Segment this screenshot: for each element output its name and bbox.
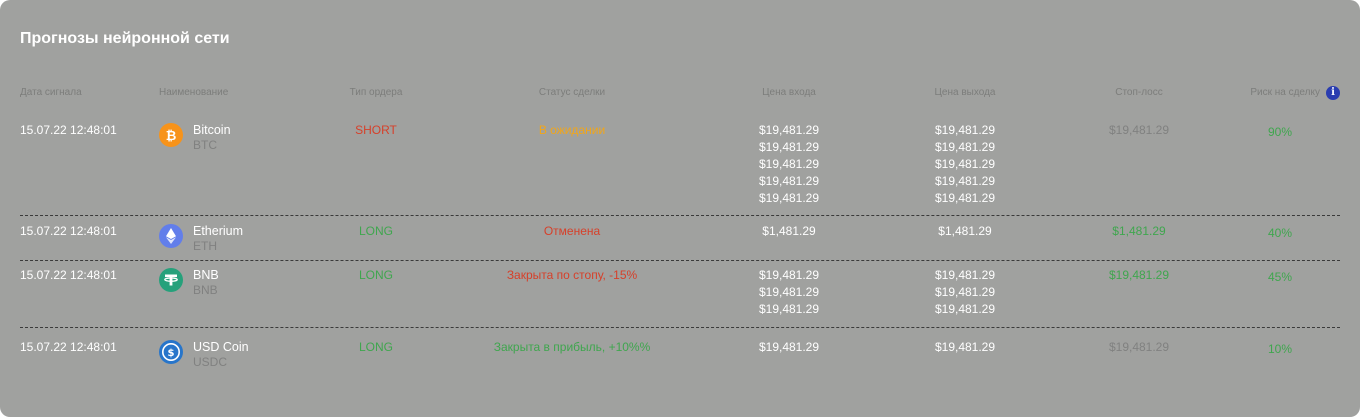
exit-price: $1,481.29 xyxy=(938,224,992,238)
exit-prices: $19,481.29 xyxy=(906,339,1024,356)
exit-price: $19,481.29 xyxy=(934,302,996,316)
deal-status: Отменена xyxy=(543,224,601,238)
exit-price: $19,481.29 xyxy=(934,123,996,137)
bitcoin-icon: ₿ xyxy=(159,123,183,147)
exit-prices: $19,481.29 $19,481.29 $19,481.29 $19,481… xyxy=(906,122,1024,207)
signal-date: 15.07.22 12:48:01 xyxy=(20,224,117,238)
coin-ticker: USDC xyxy=(193,355,228,369)
header-status: Статус сделки xyxy=(538,87,606,98)
entry-price: $19,481.29 xyxy=(758,174,820,188)
entry-price: $1,481.29 xyxy=(762,224,816,238)
signal-date: 15.07.22 12:48:01 xyxy=(20,340,117,354)
tether-icon xyxy=(159,268,183,292)
svg-text:$: $ xyxy=(168,348,175,359)
deal-status: Закрыта по стопу, -15% xyxy=(506,268,638,282)
exit-price: $19,481.29 xyxy=(934,340,996,354)
entry-price: $19,481.29 xyxy=(758,140,820,154)
exit-price: $19,481.29 xyxy=(934,191,996,205)
order-type: LONG xyxy=(358,340,393,354)
exit-price: $19,481.29 xyxy=(934,285,996,299)
entry-price: $19,481.29 xyxy=(758,302,820,316)
exit-price: $19,481.29 xyxy=(934,140,996,154)
coin-name: USD Coin xyxy=(193,340,249,354)
entry-prices: $1,481.29 xyxy=(730,223,848,240)
signal-date: 15.07.22 12:48:01 xyxy=(20,268,117,282)
row-divider xyxy=(20,327,1340,328)
exit-prices: $19,481.29 $19,481.29 $19,481.29 xyxy=(906,267,1024,318)
entry-price: $19,481.29 xyxy=(758,268,820,282)
entry-prices: $19,481.29 $19,481.29 $19,481.29 xyxy=(730,267,848,318)
row-divider xyxy=(20,260,1340,261)
coin-name: Bitcoin xyxy=(193,123,231,137)
usd-coin-icon: $ xyxy=(159,340,183,364)
signal-date: 15.07.22 12:48:01 xyxy=(20,123,117,137)
panel-title: Прогнозы нейронной сети xyxy=(20,30,230,47)
risk-value: 90% xyxy=(1267,125,1293,139)
header-type: Тип ордера xyxy=(349,87,403,98)
entry-prices: $19,481.29 $19,481.29 $19,481.29 $19,481… xyxy=(730,122,848,207)
header-name: Наименование xyxy=(159,87,229,98)
header-entry: Цена входа xyxy=(762,87,816,98)
coin-name: BNB xyxy=(193,268,219,282)
entry-price: $19,481.29 xyxy=(758,191,820,205)
entry-price: $19,481.29 xyxy=(758,340,820,354)
coin-name: Etherium xyxy=(193,224,244,238)
entry-price: $19,481.29 xyxy=(758,285,820,299)
ethereum-icon xyxy=(159,224,183,248)
exit-price: $19,481.29 xyxy=(934,268,996,282)
order-type: LONG xyxy=(358,268,393,282)
risk-value: 10% xyxy=(1267,342,1293,356)
order-type: SHORT xyxy=(355,123,397,137)
row-divider xyxy=(20,215,1340,216)
header-date: Дата сигнала xyxy=(20,87,82,98)
risk-value: 40% xyxy=(1267,226,1293,240)
svg-text:₿: ₿ xyxy=(166,129,177,144)
exit-price: $19,481.29 xyxy=(934,157,996,171)
info-icon[interactable]: i xyxy=(1326,86,1340,100)
stop-loss: $19,481.29 xyxy=(1108,340,1170,354)
coin-ticker: BNB xyxy=(193,283,218,297)
risk-value: 45% xyxy=(1267,270,1293,284)
header-risk: Риск на сделку xyxy=(1250,87,1320,98)
coin-ticker: ETH xyxy=(193,239,217,253)
exit-price: $19,481.29 xyxy=(934,174,996,188)
stop-loss: $1,481.29 xyxy=(1112,224,1166,238)
deal-status: В ожидании xyxy=(538,123,606,137)
stop-loss: $19,481.29 xyxy=(1108,268,1170,282)
entry-price: $19,481.29 xyxy=(758,157,820,171)
exit-prices: $1,481.29 xyxy=(906,223,1024,240)
stop-loss: $19,481.29 xyxy=(1108,123,1170,137)
coin-ticker: BTC xyxy=(193,138,217,152)
header-exit: Цена выхода xyxy=(934,87,996,98)
entry-price: $19,481.29 xyxy=(758,123,820,137)
deal-status: Закрыта в прибыль, +10%% xyxy=(493,340,651,354)
order-type: LONG xyxy=(358,224,393,238)
header-stop: Стоп-лосс xyxy=(1115,87,1163,98)
entry-prices: $19,481.29 xyxy=(730,339,848,356)
